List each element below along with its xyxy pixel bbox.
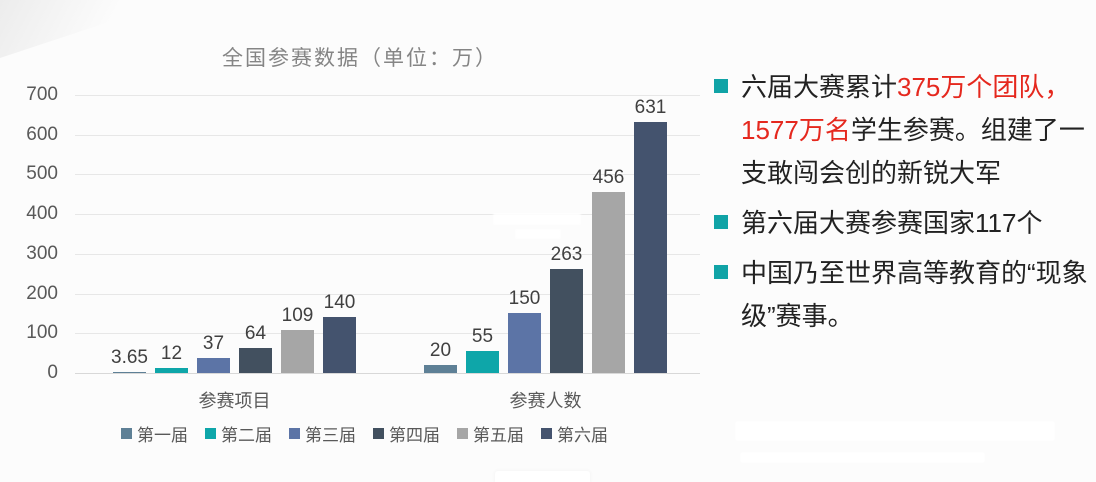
legend-swatch	[541, 428, 552, 439]
text-segment: 学生参赛。组建了一支敢闯会创的新锐大军	[741, 115, 1085, 188]
bar-column: 631	[634, 97, 667, 373]
bar-value-label: 37	[202, 333, 225, 355]
bar-value-label: 20	[429, 340, 452, 362]
bar-value-label: 150	[508, 288, 541, 310]
y-tick-label: 400	[26, 203, 58, 225]
y-tick-label: 500	[26, 163, 58, 185]
y-tick-label: 200	[26, 282, 58, 304]
text-segment: 第六届大赛参赛国家117个	[741, 208, 1043, 238]
gridline	[75, 373, 700, 374]
bar	[197, 358, 230, 373]
legend-label: 第四届	[389, 426, 440, 445]
bar-group: 3.65 12 37 64 109 140	[111, 292, 356, 373]
bar-value-label: 631	[634, 97, 667, 119]
legend-item: 第二届	[205, 421, 272, 446]
legend-label: 第二届	[221, 426, 272, 445]
legend-swatch	[373, 428, 384, 439]
footer-tab	[495, 471, 590, 482]
bar-group: 20 55 150 263 456 631	[424, 97, 667, 373]
legend-item: 第五届	[457, 421, 524, 446]
gridline	[75, 293, 700, 295]
bar	[281, 329, 314, 373]
bullet-text: 六届大赛累计375万个团队，1577万名学生参赛。组建了一支敢闯会创的新锐大军	[741, 66, 1096, 195]
bullet-text: 中国乃至世界高等教育的“现象级”赛事。	[741, 252, 1096, 338]
bar	[113, 371, 146, 373]
bullet-text: 第六届大赛参赛国家117个	[741, 202, 1096, 245]
legend-swatch	[205, 428, 216, 439]
bullet-square-icon	[714, 265, 728, 279]
bar-value-label: 3.65	[111, 346, 148, 368]
legend-item: 第四届	[373, 421, 440, 446]
category-label: 参赛人数	[509, 391, 582, 411]
legend-item: 第一届	[121, 421, 188, 446]
bar	[155, 368, 188, 373]
bullet-item: 六届大赛累计375万个团队，1577万名学生参赛。组建了一支敢闯会创的新锐大军	[714, 66, 1096, 195]
legend-swatch	[121, 428, 132, 439]
bar	[323, 317, 356, 373]
chart-legend: 第一届 第二届 第三届 第四届 第五届 第六届	[121, 421, 608, 446]
bar-value-label: 140	[323, 292, 356, 314]
gridline	[75, 214, 700, 216]
bar-column: 3.65	[111, 346, 148, 373]
y-tick-label: 300	[26, 242, 58, 264]
gridline	[75, 134, 700, 136]
bar-column: 64	[239, 323, 272, 373]
bar-value-label: 109	[281, 304, 314, 326]
bar-value-label: 64	[244, 322, 267, 344]
bar	[592, 191, 625, 373]
bullet-square-icon	[714, 215, 728, 229]
bar	[424, 365, 457, 373]
gridline	[75, 95, 700, 96]
chart-title: 全国参赛数据（单位：万）	[222, 47, 498, 70]
y-tick-label: 600	[26, 123, 58, 145]
bar	[550, 268, 583, 373]
bar-column: 109	[281, 305, 314, 373]
bullet-item: 第六届大赛参赛国家117个	[714, 202, 1096, 245]
info-panel: 六届大赛累计375万个团队，1577万名学生参赛。组建了一支敢闯会创的新锐大军第…	[714, 66, 1096, 345]
legend-item: 第三届	[289, 421, 356, 446]
bar-column: 20	[424, 340, 457, 373]
legend-label: 第五届	[473, 426, 524, 445]
y-tick-label: 0	[47, 362, 58, 383]
bar-column: 55	[466, 326, 499, 373]
text-segment: 六届大赛累计	[741, 72, 898, 102]
bar-value-label: 55	[471, 326, 494, 348]
gridline	[75, 253, 700, 255]
watermark-center	[493, 213, 581, 225]
bar-chart-plot: 3.65 12 37 64 109 140 20 55 150 263 456 631	[75, 95, 700, 374]
bar	[634, 122, 667, 373]
bullet-square-icon	[714, 79, 728, 93]
bar-value-label: 456	[592, 166, 625, 188]
bar	[466, 351, 499, 373]
bar-column: 140	[323, 292, 356, 373]
bar	[508, 313, 541, 373]
y-tick-label: 100	[26, 322, 58, 344]
bar-column: 12	[155, 343, 188, 373]
highlighted-text: 375万个团队，1577万名	[741, 72, 1071, 145]
watermark-center	[515, 229, 561, 239]
bar-column: 37	[197, 333, 230, 373]
bar-value-label: 263	[550, 243, 583, 265]
bullet-item: 中国乃至世界高等教育的“现象级”赛事。	[714, 252, 1096, 338]
bar-column: 150	[508, 288, 541, 373]
text-segment: 中国乃至世界高等教育的“现象级”赛事。	[741, 258, 1088, 331]
bar-column: 263	[550, 244, 583, 373]
y-tick-label: 700	[26, 84, 58, 105]
legend-label: 第三届	[305, 426, 356, 445]
gridline	[75, 333, 700, 335]
legend-swatch	[457, 428, 468, 439]
legend-label: 第一届	[137, 426, 188, 445]
legend-swatch	[289, 428, 300, 439]
gridline	[75, 174, 700, 176]
legend-label: 第六届	[557, 426, 608, 445]
bar-column: 456	[592, 167, 625, 373]
bar-value-label: 12	[160, 343, 183, 365]
bar	[239, 347, 272, 373]
legend-item: 第六届	[541, 421, 608, 446]
category-label: 参赛项目	[198, 391, 271, 411]
